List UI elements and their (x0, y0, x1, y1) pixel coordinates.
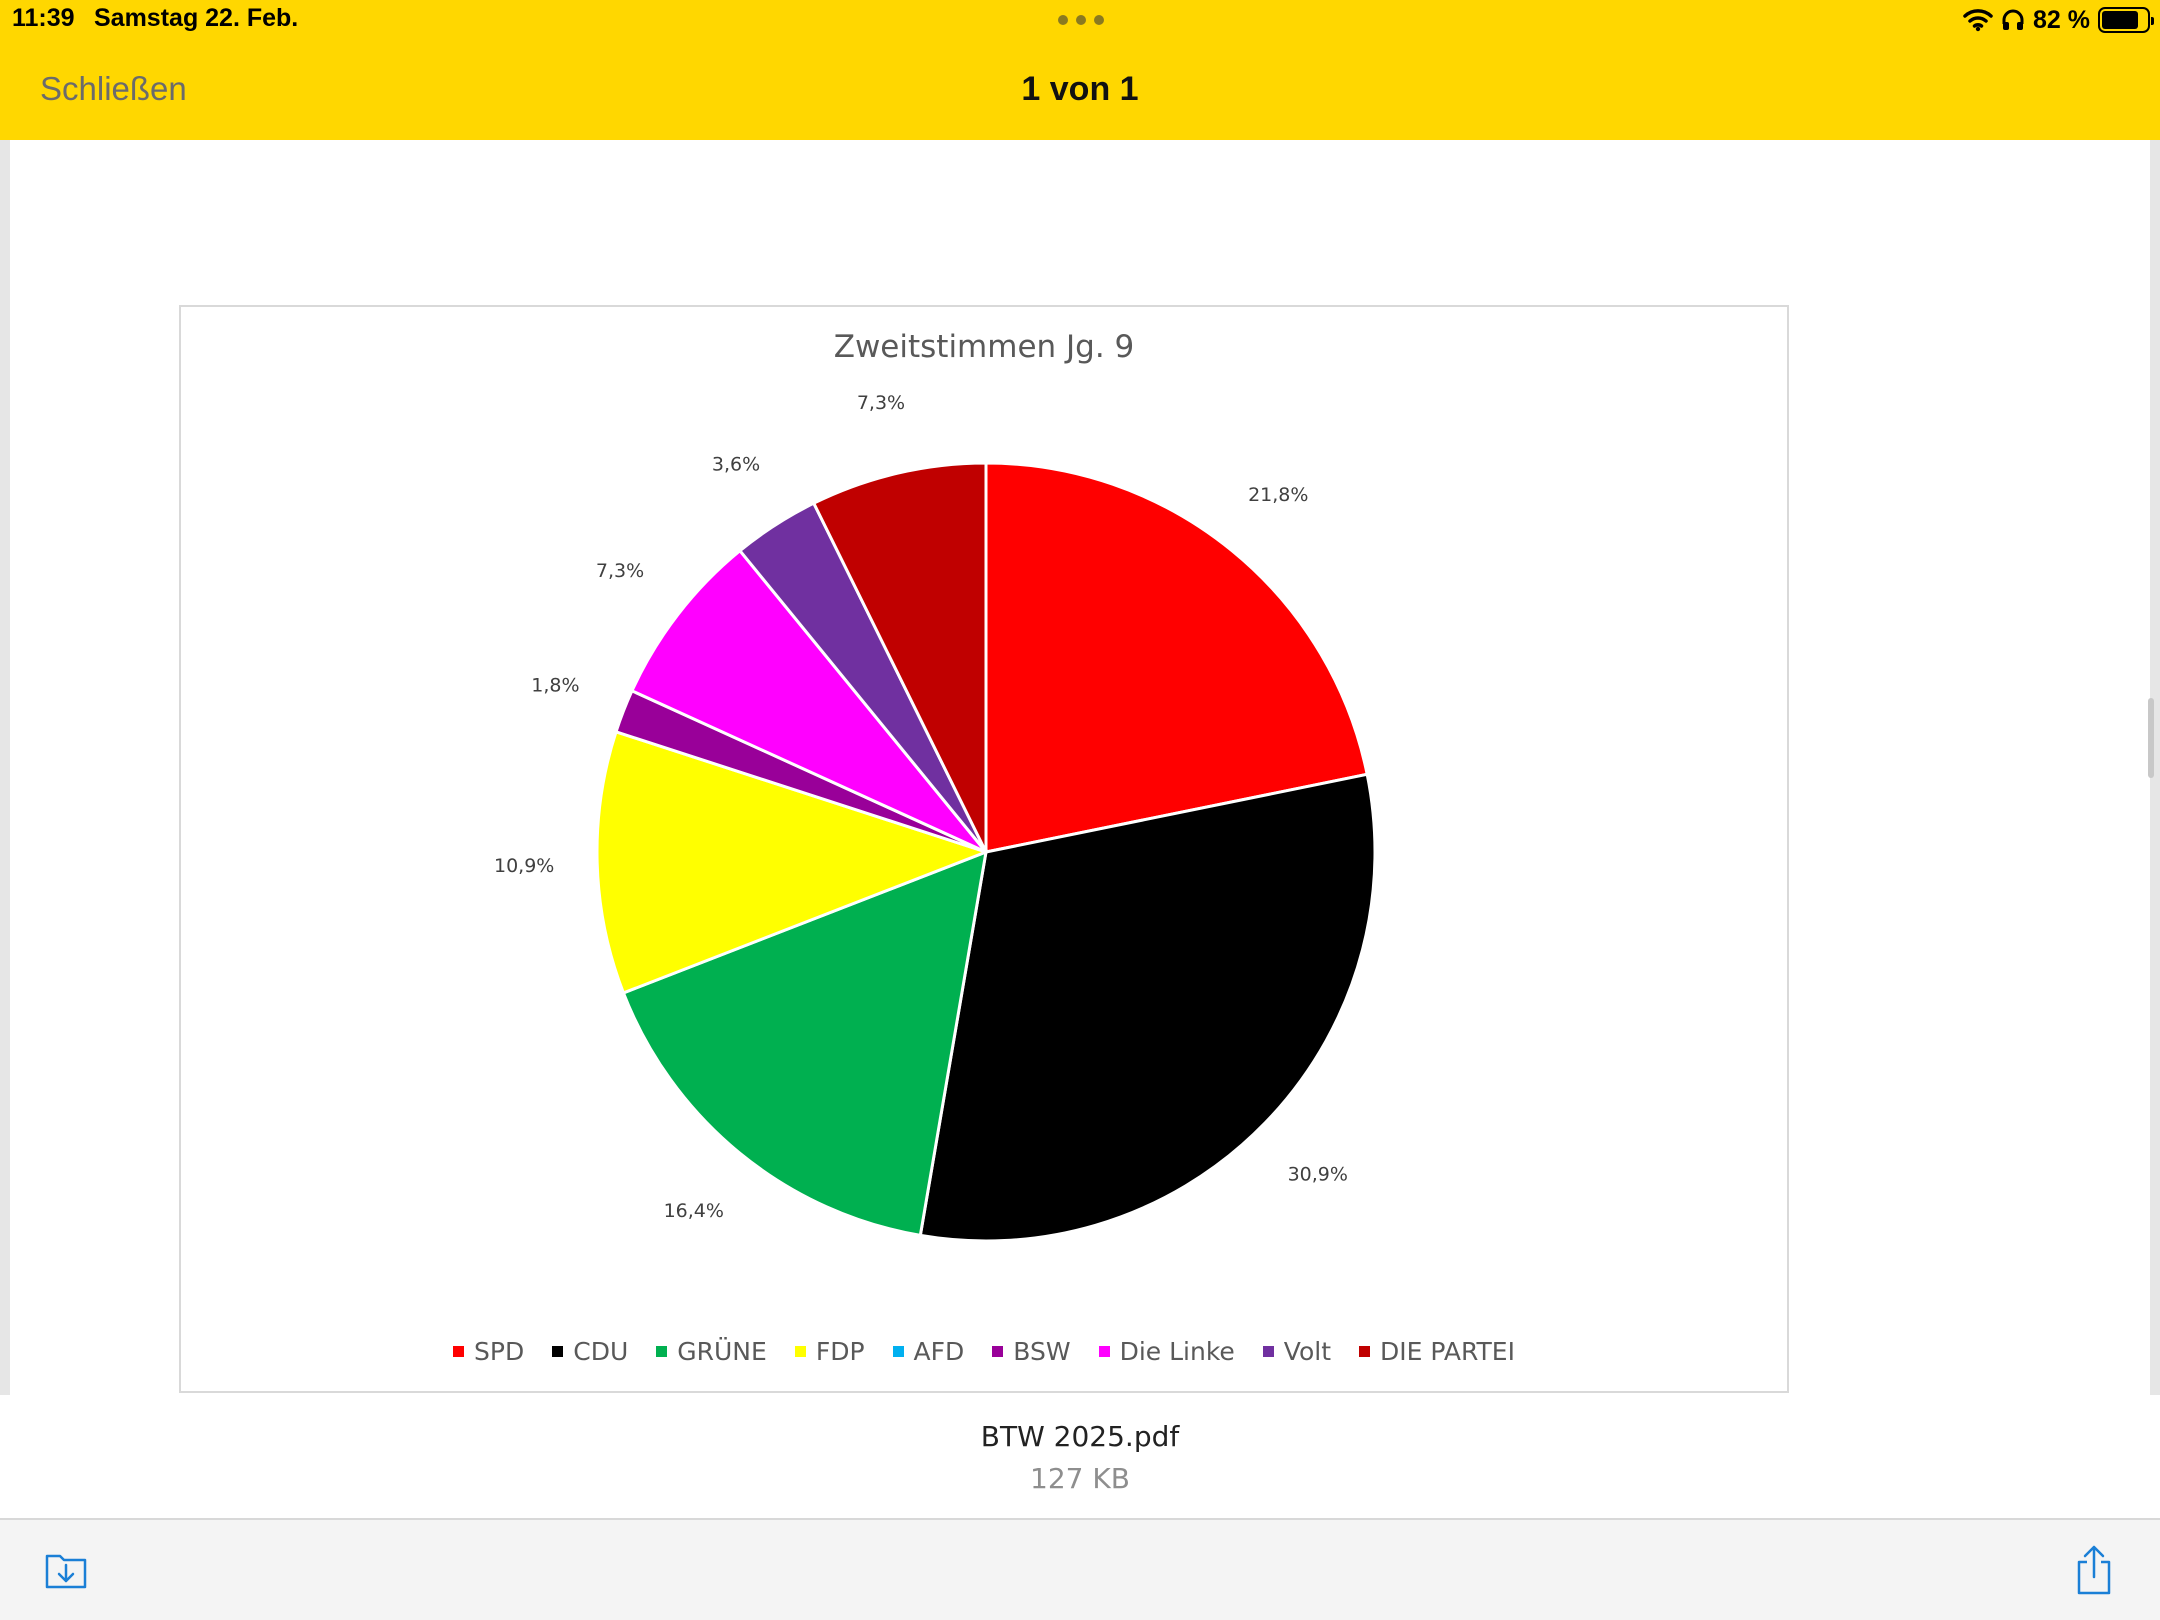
pie-slice-spd (984, 461, 1369, 854)
wifi-icon (1963, 9, 1993, 32)
legend-swatch (552, 1346, 564, 1357)
save-to-files-icon[interactable] (44, 1550, 88, 1590)
file-size: 127 KB (1030, 1462, 1130, 1495)
legend-label: GRÜNE (677, 1337, 767, 1366)
legend-item: GRÜNE (656, 1337, 767, 1366)
pie-slice-grüne (621, 849, 988, 1238)
legend-label: DIE PARTEI (1380, 1337, 1515, 1366)
status-date: Samstag 22. Feb. (94, 4, 299, 32)
legend-swatch (992, 1346, 1004, 1357)
data-label-spd: 21,8% (1248, 484, 1308, 506)
legend-item: CDU (552, 1337, 628, 1366)
data-label-bsw: 1,8% (531, 675, 579, 697)
scroll-indicator[interactable] (2148, 698, 2154, 778)
battery-icon (2098, 7, 2154, 33)
pie-slice-fdp (595, 729, 991, 995)
legend-label: CDU (573, 1337, 629, 1366)
legend-item: FDP (794, 1337, 865, 1366)
data-label-die-linke: 7,3% (596, 560, 644, 582)
share-icon[interactable] (2074, 1544, 2114, 1596)
chart-frame: Zweitstimmen Jg. 9 21,8% 30,9% 16,4% 10,9% 1… (179, 305, 1789, 1393)
close-button[interactable]: Schließen (40, 70, 187, 107)
legend-swatch (1098, 1346, 1110, 1357)
data-label-fdp: 10,9% (494, 855, 554, 877)
data-label-cdu: 30,9% (1288, 1164, 1348, 1186)
legend-label: Volt (1283, 1337, 1332, 1366)
status-indicators: 82 % (1963, 4, 2154, 36)
multitasking-dots-icon[interactable] (1058, 15, 1104, 27)
legend-label: SPD (474, 1337, 525, 1366)
legend-swatch (453, 1346, 465, 1357)
legend-swatch (656, 1346, 668, 1357)
legend-label: FDP (815, 1337, 865, 1366)
legend-item: AFD (892, 1337, 965, 1366)
document-edge-left (0, 140, 10, 1395)
pie-slice-cdu (918, 772, 1377, 1243)
pie-slice-die-linke (629, 548, 988, 854)
pie-slice-die-partei (811, 461, 988, 853)
legend-item: SPD (453, 1337, 524, 1366)
battery-percentage: 82 % (2033, 5, 2090, 34)
legend-swatch (794, 1346, 806, 1357)
top-bar: 11:39 Samstag 22. Feb. 82 % Schließen 1 … (0, 0, 2160, 140)
file-name: BTW 2025.pdf (980, 1420, 1180, 1453)
legend-swatch (1262, 1346, 1274, 1357)
data-label-grüne: 16,4% (664, 1200, 724, 1222)
legend-label: AFD (913, 1337, 965, 1366)
page-counter: 1 von 1 (1021, 70, 1139, 108)
legend-item: BSW (992, 1337, 1071, 1366)
status-time: 11:39 (12, 4, 75, 32)
data-label-die-partei: 7,3% (857, 392, 905, 414)
data-label-volt: 3,6% (712, 453, 760, 475)
legend-swatch (1359, 1346, 1371, 1357)
chart-legend: SPD CDU GRÜNE FDP AFD BSW Die Linke Volt DIE PAR… (181, 1337, 1787, 1366)
pie-chart: 21,8% 30,9% 16,4% 10,9% 1,8% 7,3% 3,6% 7,3% (494, 392, 1377, 1243)
legend-item: DIE PARTEI (1359, 1337, 1515, 1366)
legend-item: Die Linke (1098, 1337, 1235, 1366)
document-edge-right (2150, 140, 2160, 1395)
legend-swatch (892, 1346, 904, 1357)
legend-label: Die Linke (1119, 1337, 1235, 1366)
legend-label: BSW (1013, 1337, 1071, 1366)
legend-item: Volt (1262, 1337, 1332, 1366)
chart-title: Zweitstimmen Jg. 9 (833, 329, 1135, 365)
headphones-icon (2002, 9, 2024, 30)
bottom-toolbar (0, 1518, 2160, 1620)
